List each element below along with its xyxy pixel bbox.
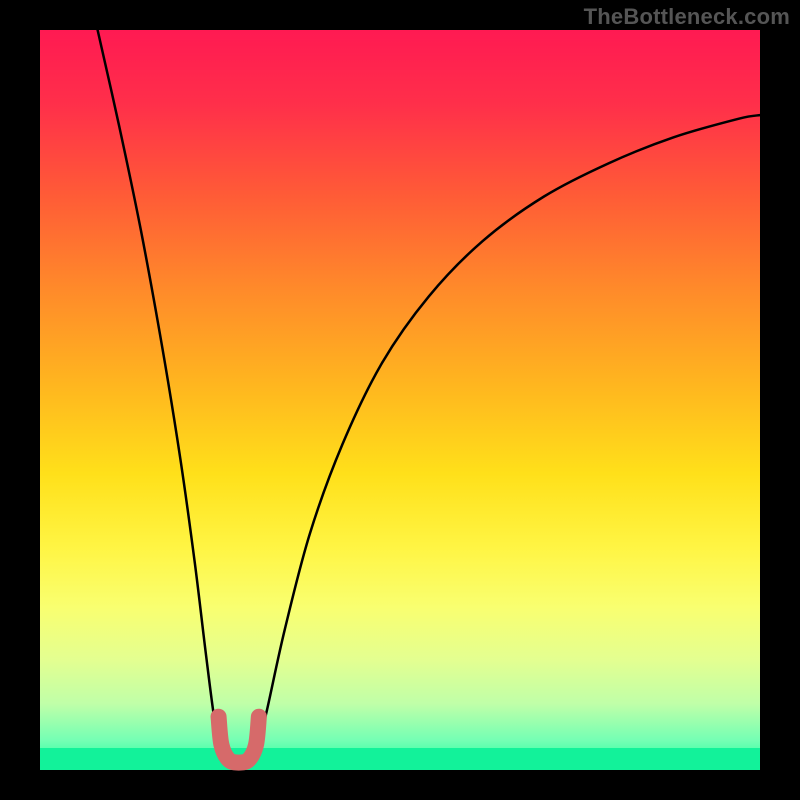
valley-marker-u-icon <box>219 717 259 763</box>
chart-canvas: TheBottleneck.com <box>0 0 800 800</box>
watermark-text: TheBottleneck.com <box>584 4 790 30</box>
plot-area <box>40 30 760 770</box>
valley-marker <box>40 30 760 770</box>
